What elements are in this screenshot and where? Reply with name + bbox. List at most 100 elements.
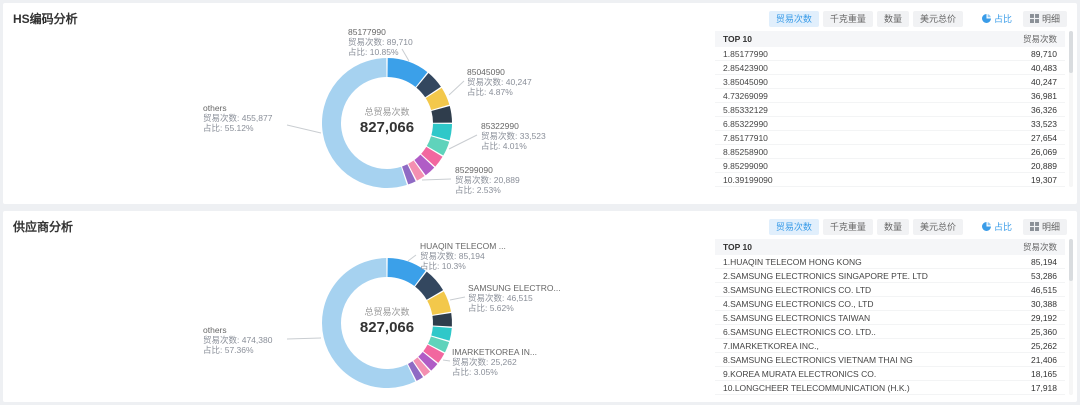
donut-chart-hs-codes[interactable]: 总贸易次数 827,066 85177990 贸易次数: 89,710 占比: … [3, 27, 703, 204]
metric-button-usd-total[interactable]: 美元总价 [912, 10, 963, 27]
table-row-value: 40,247 [1031, 76, 1057, 87]
table-row: 10.LONGCHEER TELECOMMUNICATION (H.K.) 17… [715, 381, 1065, 395]
metric-button-kg-weight[interactable]: 千克重量 [822, 218, 873, 235]
table-header-value: 贸易次数 [1022, 242, 1057, 252]
table-row-value: 20,889 [1031, 160, 1057, 171]
donut-center-value: 827,066 [359, 119, 415, 136]
table-row: 8.85258900 26,069 [715, 145, 1065, 159]
table-row-name: 10.39199090 [723, 174, 773, 185]
table-row: 6.85322990 33,523 [715, 117, 1065, 131]
table-row: 6.SAMSUNG ELECTRONICS CO. LTD.. 25,360 [715, 325, 1065, 339]
view-button-ratio-label: 占比 [993, 13, 1012, 24]
donut-center-label: 总贸易次数 [364, 107, 410, 117]
table-row-value: 17,918 [1031, 382, 1057, 393]
table-row: 8.SAMSUNG ELECTRONICS VIETNAM THAI NG 21… [715, 353, 1065, 367]
donut-chart-svg[interactable] [3, 235, 703, 402]
table-row-name: 7.IMARKETKOREA INC., [723, 340, 819, 351]
table-row: 5.SAMSUNG ELECTRONICS TAIWAN 29,192 [715, 311, 1065, 325]
leader-lines [286, 48, 478, 181]
table-row-name: 8.SAMSUNG ELECTRONICS VIETNAM THAI NG [723, 354, 913, 365]
metric-button-trade-count[interactable]: 贸易次数 [768, 218, 819, 235]
panel-header: HS编码分析 贸易次数 千克重量 数量 美元总价 占比 明细 [3, 3, 1077, 30]
pie-chart-icon [981, 222, 991, 231]
callout-85045090: 85045090 贸易次数: 40,247 占比: 4.87% [467, 67, 532, 97]
table-header-name: TOP 10 [723, 34, 752, 44]
table-scrollbar-thumb[interactable] [1069, 239, 1073, 281]
table-row-name: 2.SAMSUNG ELECTRONICS SINGAPORE PTE. LTD [723, 270, 928, 281]
panel-hs-code-analysis: HS编码分析 贸易次数 千克重量 数量 美元总价 占比 明细 [3, 3, 1077, 204]
table-row-name: 6.85322990 [723, 118, 768, 129]
table-row-name: 10.LONGCHEER TELECOMMUNICATION (H.K.) [723, 382, 910, 393]
table-row-value: 46,515 [1031, 284, 1057, 295]
callout-samsung: SAMSUNG ELECTRO... 贸易次数: 46,515 占比: 5.62… [468, 283, 561, 313]
table-row: 9.KOREA MURATA ELECTRONICS CO. 18,165 [715, 367, 1065, 381]
callout-85299090: 85299090 贸易次数: 20,889 占比: 2.53% [455, 165, 520, 195]
view-button-ratio-label: 占比 [993, 221, 1012, 232]
view-button-detail[interactable]: 明细 [1022, 218, 1067, 235]
table-row-value: 18,165 [1031, 368, 1057, 379]
panel-supplier-analysis: 供应商分析 贸易次数 千克重量 数量 美元总价 占比 明细 [3, 211, 1077, 402]
table-row-name: 4.73269099 [723, 90, 768, 101]
table-row-name: 2.85423900 [723, 62, 768, 73]
table-row-name: 9.85299090 [723, 160, 768, 171]
table-row-name: 4.SAMSUNG ELECTRONICS CO., LTD [723, 298, 874, 309]
table-row: 1.HUAQIN TELECOM HONG KONG 85,194 [715, 255, 1065, 269]
table-scrollbar[interactable] [1069, 31, 1073, 187]
donut-center: 总贸易次数 827,066 [327, 305, 447, 336]
table-row-name: 5.SAMSUNG ELECTRONICS TAIWAN [723, 312, 871, 323]
table-row-value: 26,069 [1031, 146, 1057, 157]
metric-button-trade-count[interactable]: 贸易次数 [768, 10, 819, 27]
metric-button-quantity[interactable]: 数量 [876, 10, 909, 27]
table-row: 1.85177990 89,710 [715, 47, 1065, 61]
donut-center-label: 总贸易次数 [364, 307, 410, 317]
view-button-detail-label: 明细 [1041, 13, 1060, 24]
donut-center-value: 827,066 [359, 319, 415, 336]
table-row-name: 5.85332129 [723, 104, 768, 115]
table-header: TOP 10 贸易次数 [715, 31, 1065, 47]
donut-chart-suppliers[interactable]: 总贸易次数 827,066 HUAQIN TELECOM ... 贸易次数: 8… [3, 235, 703, 402]
table-scrollbar-thumb[interactable] [1069, 31, 1073, 73]
panel-header: 供应商分析 贸易次数 千克重量 数量 美元总价 占比 明细 [3, 211, 1077, 238]
panel-toolbar: 贸易次数 千克重量 数量 美元总价 占比 明细 [768, 218, 1067, 235]
top10-table-hs-codes: TOP 10 贸易次数 1.85177990 89,710 2.85423900… [715, 31, 1065, 187]
callout-imarketkorea: IMARKETKOREA IN... 贸易次数: 25,262 占比: 3.05… [452, 347, 538, 377]
leader-lines [286, 254, 466, 362]
table-row-value: 33,523 [1031, 118, 1057, 129]
table-header-value: 贸易次数 [1022, 34, 1057, 44]
table-scrollbar[interactable] [1069, 239, 1073, 395]
panel-title: 供应商分析 [13, 220, 74, 234]
table-row: 3.85045090 40,247 [715, 75, 1065, 89]
table-row-name: 8.85258900 [723, 146, 768, 157]
table-row-value: 40,483 [1031, 62, 1057, 73]
donut-chart-svg[interactable] [3, 27, 703, 203]
panel-title: HS编码分析 [13, 12, 78, 26]
panel-toolbar: 贸易次数 千克重量 数量 美元总价 占比 明细 [768, 10, 1067, 27]
table-row-value: 25,262 [1031, 340, 1057, 351]
metric-button-usd-total[interactable]: 美元总价 [912, 218, 963, 235]
metric-button-kg-weight[interactable]: 千克重量 [822, 10, 873, 27]
table-row-value: 30,388 [1031, 298, 1057, 309]
table-row-name: 9.KOREA MURATA ELECTRONICS CO. [723, 368, 877, 379]
metric-button-quantity[interactable]: 数量 [876, 218, 909, 235]
table-row-value: 19,307 [1031, 174, 1057, 185]
table-row-value: 89,710 [1031, 48, 1057, 59]
table-row-value: 36,326 [1031, 104, 1057, 115]
table-row-value: 53,286 [1031, 270, 1057, 281]
table-row-value: 27,654 [1031, 132, 1057, 143]
table-row: 9.85299090 20,889 [715, 159, 1065, 173]
table-row: 2.SAMSUNG ELECTRONICS SINGAPORE PTE. LTD… [715, 269, 1065, 283]
callout-85322990: 85322990 贸易次数: 33,523 占比: 4.01% [481, 121, 546, 151]
view-button-detail-label: 明细 [1041, 221, 1060, 232]
table-row: 4.SAMSUNG ELECTRONICS CO., LTD 30,388 [715, 297, 1065, 311]
view-button-ratio[interactable]: 占比 [974, 10, 1019, 27]
table-row-value: 36,981 [1031, 90, 1057, 101]
table-row: 10.39199090 19,307 [715, 173, 1065, 187]
table-row-value: 21,406 [1031, 354, 1057, 365]
table-row-name: 3.85045090 [723, 76, 768, 87]
table-row: 2.85423900 40,483 [715, 61, 1065, 75]
callout-85177990: 85177990 贸易次数: 89,710 占比: 10.85% [348, 27, 413, 57]
table-row: 7.85177910 27,654 [715, 131, 1065, 145]
view-button-ratio[interactable]: 占比 [974, 218, 1019, 235]
table-row: 5.85332129 36,326 [715, 103, 1065, 117]
view-button-detail[interactable]: 明细 [1022, 10, 1067, 27]
